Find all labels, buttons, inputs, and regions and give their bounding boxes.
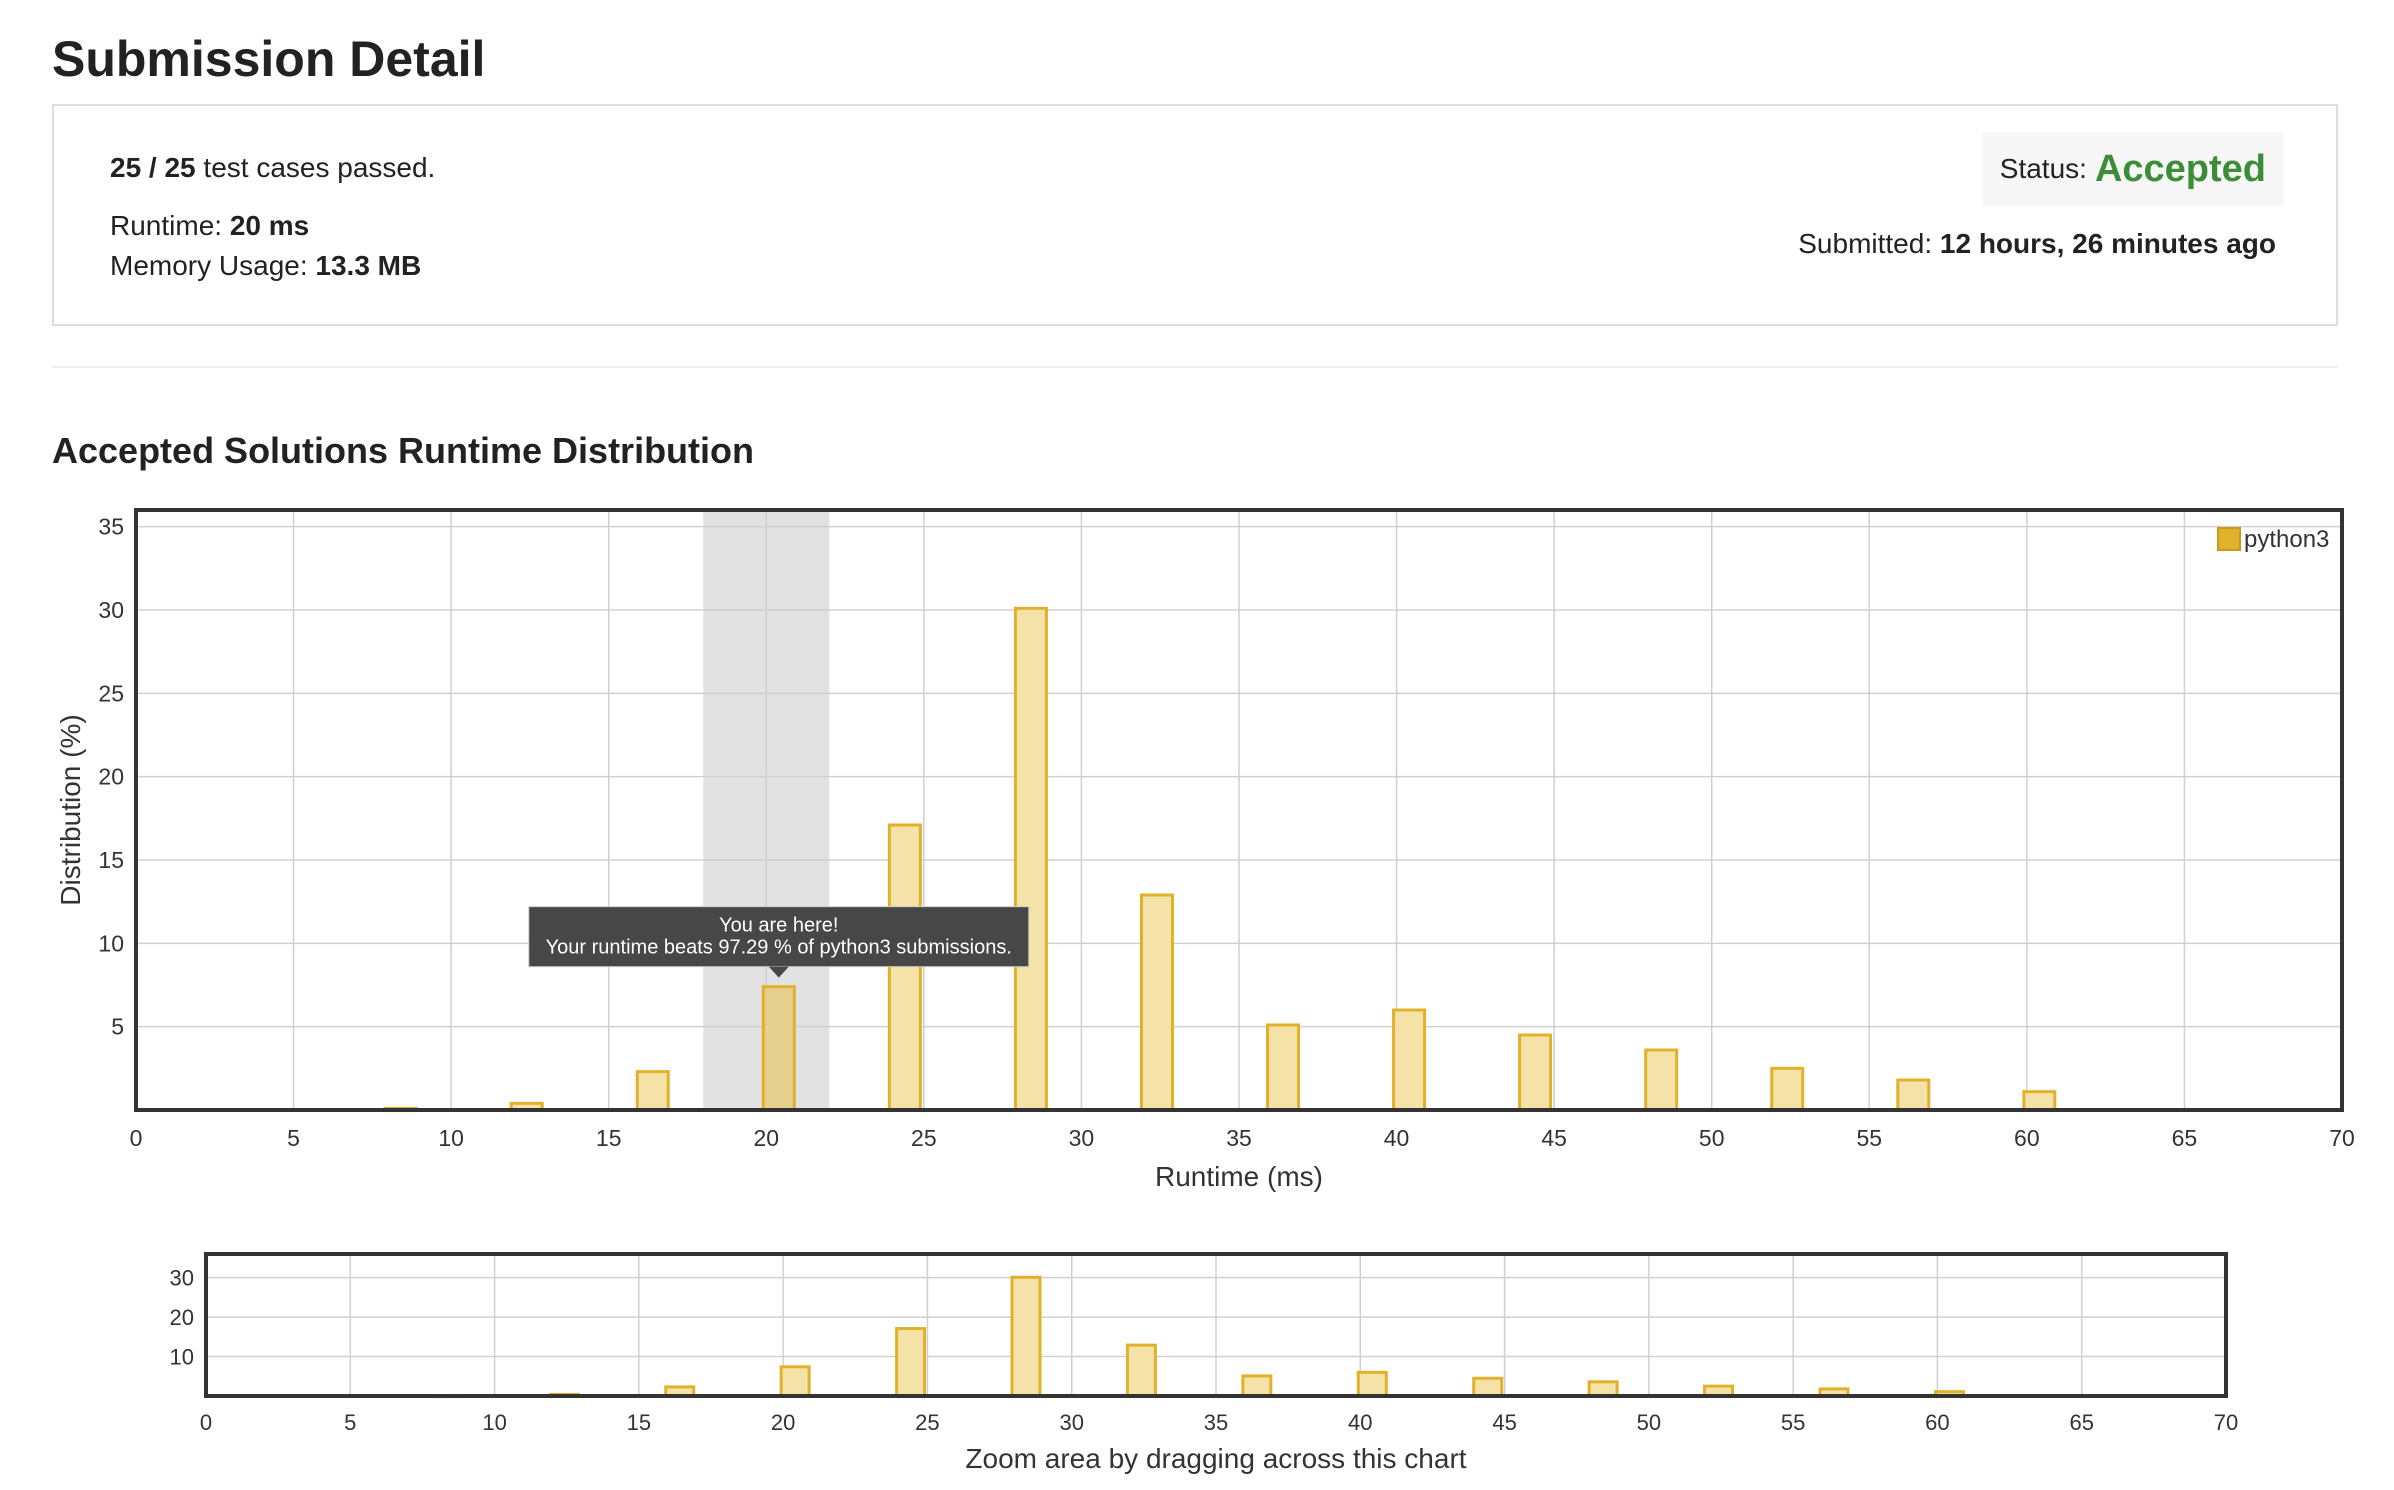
bar[interactable] [1472,1376,1504,1398]
x-tick-label: 20 [771,1410,795,1435]
bar[interactable] [635,1070,670,1112]
x-tick-label: 30 [1059,1410,1083,1435]
legend-label: python3 [2244,526,2329,553]
x-tick-label: 5 [344,1410,356,1435]
runtime-value: 20 ms [229,210,310,241]
x-tick-label: 70 [2214,1410,2238,1435]
x-tick-label: 60 [1925,1410,1949,1435]
tooltip-box [528,906,1030,968]
x-tick-label: 25 [915,1410,939,1435]
bar[interactable] [1356,1370,1388,1398]
bar[interactable] [1013,606,1048,1112]
x-tick-label: 35 [1226,1125,1252,1151]
x-tick-label: 50 [1637,1410,1661,1435]
submitted-value: 12 hours, 26 minutes ago [1939,228,2276,259]
test-cases-passed: 25 / 25 test cases passed. [110,152,435,184]
bar[interactable] [2022,1090,2057,1112]
x-tick-label: 0 [200,1410,212,1435]
memory-label: Memory Usage: [110,250,316,281]
submitted-label: Submitted: [1798,228,1940,259]
x-tick-label: 45 [1541,1125,1567,1151]
plot-frame [204,1252,2228,1398]
bar[interactable] [887,823,922,1112]
bar[interactable] [1518,1033,1553,1112]
tooltip-line1: You are here! [719,915,838,937]
y-tick-label: 15 [98,847,124,873]
y-tick-label: 10 [170,1344,194,1369]
bar[interactable] [1139,893,1174,1112]
x-tick-label: 70 [2329,1125,2355,1151]
bar[interactable] [1770,1066,1805,1112]
bar[interactable] [1125,1343,1157,1398]
x-tick-label: 15 [596,1125,622,1151]
section-title: Accepted Solutions Runtime Distribution [52,430,755,471]
status-badge: Status: Accepted [1981,132,2284,206]
bar[interactable] [1266,1023,1301,1112]
bar[interactable] [1241,1374,1273,1398]
runtime-stat: Runtime: 20 ms [110,210,309,242]
x-tick-label: 35 [1204,1410,1228,1435]
y-tick-label: 25 [98,680,124,706]
submission-summary-panel: 25 / 25 test cases passed. Runtime: 20 m… [52,104,2338,326]
x-tick-label: 0 [130,1125,143,1151]
zoom-navigator-chart[interactable]: 0 5 10 15 20 25 30 35 40 45 50 55 60 65 70 10 20 30 Zoom a… [0,1230,2394,1490]
x-tick-label: 55 [1781,1410,1805,1435]
bar[interactable] [1896,1078,1931,1112]
y-tick-label: 35 [98,514,124,540]
x-tick-label: 65 [2172,1125,2198,1151]
x-axis-label: Runtime (ms) [1155,1161,1323,1192]
x-tick-label: 15 [627,1410,651,1435]
runtime-tooltip: You are here!Your runtime beats 97.29 % … [528,906,1030,978]
x-tick-label: 20 [753,1125,779,1151]
y-axis-label: Distribution (%) [55,714,86,905]
y-tick-label: 30 [170,1265,194,1290]
bar[interactable] [1644,1048,1679,1112]
section-divider [52,366,2338,368]
bar[interactable] [1587,1380,1619,1398]
x-tick-label: 40 [1348,1410,1372,1435]
y-tick-label: 10 [98,930,124,956]
x-tick-label: 55 [1856,1125,1882,1151]
plot-frame [134,508,2344,1112]
bar-current-submission[interactable] [761,985,796,1112]
legend-swatch [2217,527,2241,551]
status-value[interactable]: Accepted [2094,147,2266,190]
bar[interactable] [779,1365,811,1398]
passed-count: 25 / 25 [110,152,196,183]
bar[interactable] [1392,1008,1427,1112]
memory-stat: Memory Usage: 13.3 MB [110,250,421,282]
tooltip-arrow [768,966,789,978]
runtime-distribution-chart[interactable]: 0 5 10 15 20 25 30 35 40 45 50 55 60 65 70 5 10 15 20 25 30 3… [0,490,2394,1210]
status-label: Status: [1999,153,2087,184]
x-tick-label: 25 [911,1125,937,1151]
bar[interactable] [895,1327,927,1398]
x-tick-label: 60 [2014,1125,2040,1151]
submitted-time: Submitted: 12 hours, 26 minutes ago [1798,228,2276,260]
x-tick-label: 10 [438,1125,464,1151]
x-tick-label: 5 [287,1125,300,1151]
x-tick-label: 45 [1492,1410,1516,1435]
y-tick-label: 20 [170,1305,194,1330]
memory-value: 13.3 MB [315,250,422,281]
y-tick-label: 5 [111,1014,124,1040]
y-tick-label: 30 [98,597,124,623]
x-tick-label: 40 [1384,1125,1410,1151]
page-title: Submission Detail [52,31,486,87]
x-tick-label: 50 [1699,1125,1725,1151]
bar[interactable] [1010,1275,1042,1398]
x-tick-label: 10 [482,1410,506,1435]
x-tick-label: 30 [1069,1125,1095,1151]
runtime-label: Runtime: [110,210,230,241]
x-tick-label: 65 [2069,1410,2093,1435]
x-axis-label: Zoom area by dragging across this chart [965,1443,1466,1474]
passed-text: test cases passed. [195,152,436,183]
y-tick-label: 20 [98,764,124,790]
tooltip-line2: Your runtime beats 97.29 % of python3 su… [546,937,1012,959]
